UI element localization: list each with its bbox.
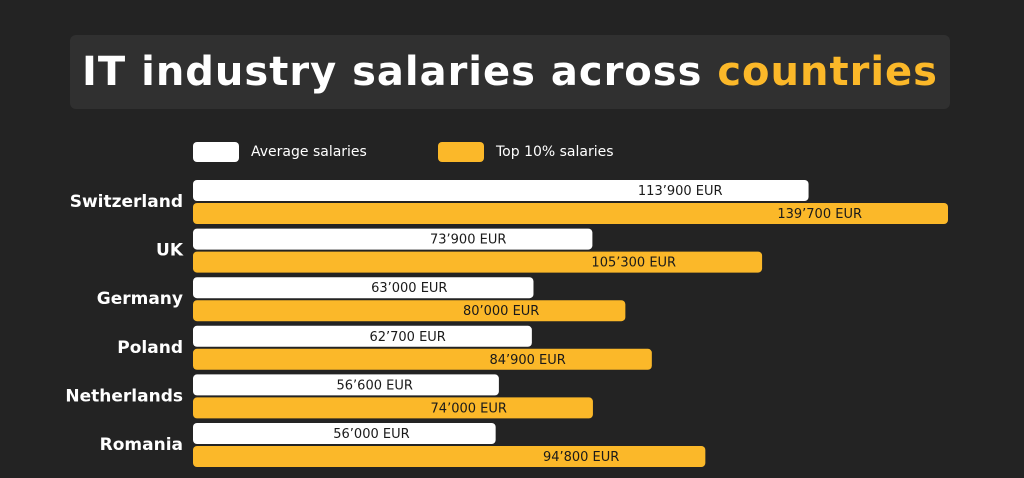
- category-label-romania: Romania: [100, 435, 183, 455]
- value-label-top10-uk: 105’300 EUR: [591, 256, 676, 271]
- bar-top10-uk: [193, 251, 763, 273]
- legend-swatch-top10: [438, 142, 484, 162]
- title-box: IT industry salaries across countries: [70, 35, 950, 109]
- value-label-average-germany: 63’000 EUR: [371, 281, 447, 296]
- title-accent: countries: [717, 49, 938, 95]
- value-label-average-uk: 73’900 EUR: [430, 233, 506, 248]
- bar-average-romania: [193, 423, 496, 444]
- legend-item-top10: Top 10% salaries: [438, 142, 614, 162]
- value-label-average-romania: 56’000 EUR: [333, 427, 409, 442]
- value-label-average-switzerland: 113’900 EUR: [638, 184, 723, 199]
- category-label-netherlands: Netherlands: [65, 386, 183, 406]
- legend-swatch-average: [193, 142, 239, 162]
- bar-average-poland: [193, 325, 532, 347]
- bar-top10-poland: [193, 348, 652, 370]
- bar-top10-netherlands: [193, 397, 593, 419]
- value-label-top10-poland: 84’900 EUR: [489, 353, 565, 368]
- bar-average-germany: [193, 277, 534, 299]
- value-label-top10-switzerland: 139’700 EUR: [777, 207, 862, 222]
- value-label-average-poland: 62’700 EUR: [369, 330, 445, 345]
- bar-average-uk: [193, 228, 593, 250]
- bar-top10-switzerland: [193, 203, 948, 224]
- bar-top10-germany: [193, 300, 626, 322]
- legend-label-top10: Top 10% salaries: [496, 144, 614, 160]
- bar-average-switzerland: [193, 180, 809, 201]
- chart-title: IT industry salaries across countries: [82, 49, 938, 95]
- bar-average-netherlands: [193, 374, 499, 396]
- title-main: IT industry salaries across: [82, 49, 703, 95]
- value-label-top10-germany: 80’000 EUR: [463, 304, 539, 319]
- category-label-poland: Poland: [117, 338, 183, 358]
- value-label-top10-romania: 94’800 EUR: [543, 450, 619, 465]
- category-label-germany: Germany: [97, 289, 183, 309]
- legend-item-average: Average salaries: [193, 142, 367, 162]
- category-label-switzerland: Switzerland: [70, 192, 183, 212]
- bar-top10-romania: [193, 446, 706, 467]
- legend-label-average: Average salaries: [251, 144, 367, 160]
- category-label-uk: UK: [156, 241, 184, 261]
- value-label-top10-netherlands: 74’000 EUR: [431, 401, 507, 416]
- value-label-average-netherlands: 56’600 EUR: [337, 378, 413, 393]
